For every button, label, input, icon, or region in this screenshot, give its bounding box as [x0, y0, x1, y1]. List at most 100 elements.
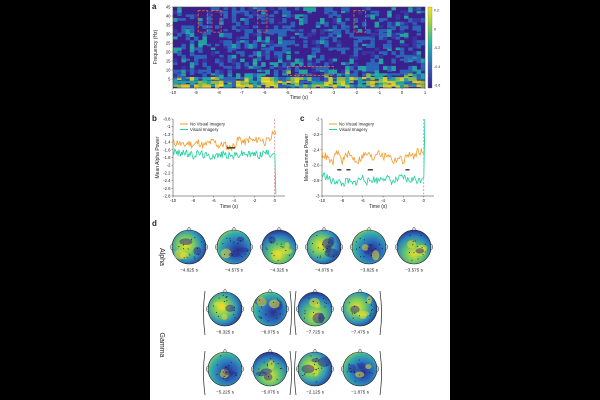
- heatmap-cell: [324, 80, 329, 87]
- heatmap-cell: [210, 84, 216, 87]
- heatmap-cell: [252, 62, 258, 67]
- scalp-blob: [328, 236, 335, 246]
- heatmap-frame: [172, 6, 426, 89]
- heatmap-cell: [328, 14, 333, 18]
- heatmap-cell: [231, 54, 237, 59]
- heatmap-cell: [328, 69, 333, 75]
- scalp-blob: [268, 299, 280, 309]
- scalp-blob: [193, 246, 202, 256]
- y-tick-label: -1.2: [163, 132, 171, 137]
- series-line-1: [172, 148, 277, 195]
- heatmap-cell: [261, 84, 266, 88]
- heatmap-cell: [328, 76, 333, 81]
- heatmap-cell: [177, 73, 182, 79]
- heatmap-cell: [412, 84, 417, 87]
- heatmap-cell: [269, 18, 275, 24]
- heatmap-cell: [362, 73, 367, 77]
- scalp-map: [171, 229, 207, 265]
- heatmap-cell: [311, 76, 317, 82]
- heatmap-cell: [362, 43, 367, 47]
- heatmap-cell: [374, 73, 380, 79]
- electrode-dot: [368, 299, 370, 301]
- heatmap-cell: [391, 58, 396, 64]
- electrode-dot: [352, 317, 354, 319]
- electrode-dot: [218, 297, 220, 299]
- heatmap-cell: [252, 58, 258, 65]
- electrode-dot: [317, 247, 319, 249]
- heatmap-cell: [273, 84, 279, 88]
- heatmap-cell: [412, 76, 417, 81]
- heatmap-cell: [341, 21, 346, 28]
- heatmap-cell: [366, 36, 371, 40]
- heatmap-cell: [362, 21, 367, 27]
- electrode-dot: [371, 250, 373, 252]
- heatmap-cell: [231, 47, 237, 51]
- heatmap-x-tick-label: 0: [401, 90, 404, 95]
- heatmap-cell: [282, 7, 287, 12]
- heatmap-cell: [374, 62, 380, 68]
- scalp-blob: [225, 304, 235, 312]
- heatmap-cell: [215, 43, 220, 47]
- heatmap-cell: [378, 32, 384, 39]
- heatmap-cell: [332, 25, 338, 31]
- electrode-dot: [359, 374, 361, 376]
- heatmap-cell: [231, 14, 237, 18]
- heatmap-cell: [416, 18, 422, 23]
- heatmap-cell: [215, 76, 220, 81]
- heatmap-cell: [282, 47, 287, 54]
- heatmap-cell: [189, 29, 195, 33]
- heatmap-cell: [357, 47, 363, 51]
- heatmap-cell: [282, 62, 287, 68]
- heatmap-cell: [353, 51, 359, 57]
- electrode-dot: [348, 364, 350, 366]
- heatmap-cell: [378, 54, 384, 58]
- heatmap-cell: [231, 76, 237, 82]
- electrode-dot: [349, 368, 351, 370]
- heatmap-cell: [399, 51, 405, 57]
- heatmap-cell: [416, 76, 422, 80]
- scalp-blob: [224, 365, 230, 373]
- heatmap-cell: [370, 10, 375, 14]
- heatmap-cell: [416, 25, 422, 30]
- heatmap-cell: [383, 65, 388, 71]
- heatmap-cell: [210, 7, 216, 11]
- electrode-dot: [304, 372, 306, 374]
- heatmap-cell: [173, 58, 178, 63]
- heatmap-cell: [240, 84, 245, 88]
- electrode-dot: [370, 244, 372, 246]
- electrode-dot: [279, 367, 281, 369]
- heatmap-cell: [328, 80, 333, 85]
- heatmap-cell: [315, 40, 321, 44]
- heatmap-cell: [408, 73, 413, 77]
- heatmap-cell: [294, 43, 300, 47]
- heatmap-cell: [383, 29, 388, 33]
- heatmap-cell: [383, 18, 388, 21]
- heatmap-cell: [294, 51, 300, 55]
- electrode-dot: [229, 240, 231, 242]
- heatmap-cell: [345, 47, 350, 50]
- electrode-dot: [226, 237, 228, 239]
- heatmap-cell: [311, 69, 317, 73]
- heatmap-cell: [324, 36, 329, 40]
- heatmap-cell: [244, 76, 249, 82]
- heatmap-cell: [395, 73, 401, 76]
- gamma-row-label: Gamma: [158, 333, 165, 358]
- electrode-dot: [353, 305, 355, 307]
- heatmap-cell: [177, 7, 182, 13]
- heatmap-cell: [420, 62, 425, 67]
- heatmap-cell: [324, 21, 329, 27]
- electrode-dot: [267, 365, 269, 367]
- heatmap-cell: [399, 25, 405, 31]
- gamma-topomap-b-3: −1.875 s: [341, 348, 379, 395]
- heatmap-cell: [286, 51, 291, 55]
- heatmap-cell: [206, 76, 212, 81]
- heatmap-y-ticks: 5 10 15 20 25 30 35 40 45: [166, 5, 173, 82]
- electrode-dot: [279, 313, 281, 315]
- heatmap-cell: [198, 43, 203, 48]
- heatmap-cell: [362, 51, 367, 55]
- heatmap-cell: [328, 58, 333, 64]
- electrode-dot: [258, 316, 260, 318]
- topomap-time-label: −3.575 s: [405, 268, 423, 273]
- heatmap-cell: [320, 80, 325, 85]
- heatmap-cell: [261, 73, 266, 77]
